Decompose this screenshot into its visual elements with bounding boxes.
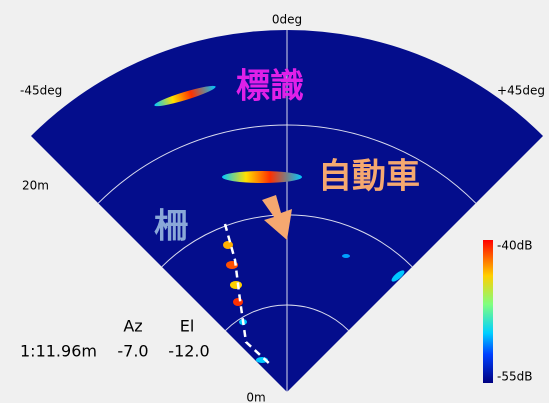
readout-position: 1:11.96m bbox=[20, 342, 97, 361]
readout-el: -12.0 bbox=[168, 342, 209, 361]
colorbar bbox=[483, 240, 493, 383]
angle-label: 0deg bbox=[272, 13, 302, 27]
annotation: 標識 bbox=[236, 67, 304, 107]
readout-header: Az bbox=[123, 317, 142, 336]
fence-line bbox=[223, 223, 273, 367]
angle-label: -45deg bbox=[20, 84, 62, 98]
angle-label: +45deg bbox=[497, 84, 545, 98]
arrow bbox=[262, 195, 292, 240]
colorbar-label: -40dB bbox=[497, 239, 532, 253]
range-label: 20m bbox=[22, 179, 49, 193]
readout-az: -7.0 bbox=[117, 342, 148, 361]
readout-header: El bbox=[180, 317, 195, 336]
annotation: 自動車 bbox=[318, 157, 420, 197]
annotation: 柵 bbox=[154, 207, 188, 247]
range-label: 0m bbox=[246, 391, 265, 403]
colorbar-label: -55dB bbox=[497, 370, 532, 384]
